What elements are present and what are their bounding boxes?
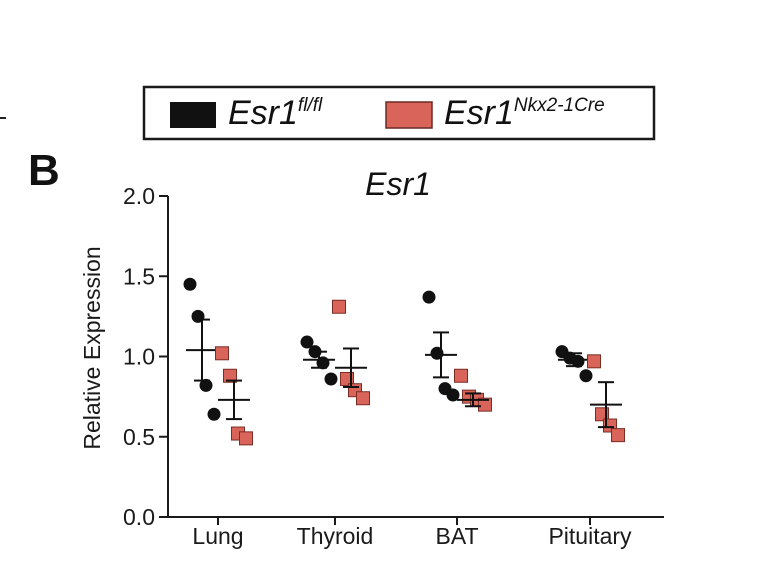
y-tick-label: 1.0 bbox=[123, 344, 155, 370]
data-point-circle bbox=[446, 388, 460, 402]
chart-title: Esr1 bbox=[365, 166, 431, 202]
data-point-circle bbox=[183, 277, 197, 291]
legend-label-fl: Esr1fl/fl bbox=[228, 94, 323, 132]
y-tick-label: 0.5 bbox=[123, 424, 155, 450]
data-point-square bbox=[587, 354, 601, 369]
data-point-square bbox=[239, 431, 253, 446]
data-point-square bbox=[332, 299, 346, 314]
y-axis-label: Relative Expression bbox=[79, 246, 105, 449]
data-point-circle bbox=[324, 372, 338, 386]
x-tick-label: BAT bbox=[435, 523, 478, 549]
data-point-circle bbox=[199, 378, 213, 392]
x-ticks: Lung Thyroid BAT Pituitary bbox=[192, 517, 632, 549]
x-tick-label: Lung bbox=[192, 523, 243, 549]
y-tick-label: 1.5 bbox=[123, 263, 155, 289]
data-point-square bbox=[356, 391, 370, 406]
data-point-circle bbox=[300, 335, 314, 349]
data-point-circle bbox=[207, 407, 221, 421]
data-marks bbox=[183, 277, 625, 446]
legend-label-cre: Esr1Nkx2-1Cre bbox=[444, 94, 605, 132]
x-tick-label: Thyroid bbox=[297, 523, 374, 549]
legend-swatch-fl bbox=[170, 102, 216, 128]
y-tick-label: 2.0 bbox=[123, 183, 155, 209]
data-point-square bbox=[215, 346, 229, 361]
data-point-square bbox=[454, 368, 468, 383]
legend: Esr1fl/fl Esr1Nkx2-1Cre bbox=[142, 85, 656, 141]
y-tick-label: 0.0 bbox=[123, 504, 155, 530]
legend-swatch-cre bbox=[385, 101, 433, 129]
x-tick-label: Pituitary bbox=[548, 523, 632, 549]
panel-label: B bbox=[28, 146, 60, 195]
data-point-square bbox=[611, 428, 625, 443]
y-ticks: 0.0 0.5 1.0 1.5 2.0 bbox=[123, 183, 168, 530]
data-point-circle bbox=[422, 290, 436, 304]
data-point-circle bbox=[579, 369, 593, 383]
data-point-square bbox=[478, 397, 492, 412]
data-point-square bbox=[223, 368, 237, 383]
